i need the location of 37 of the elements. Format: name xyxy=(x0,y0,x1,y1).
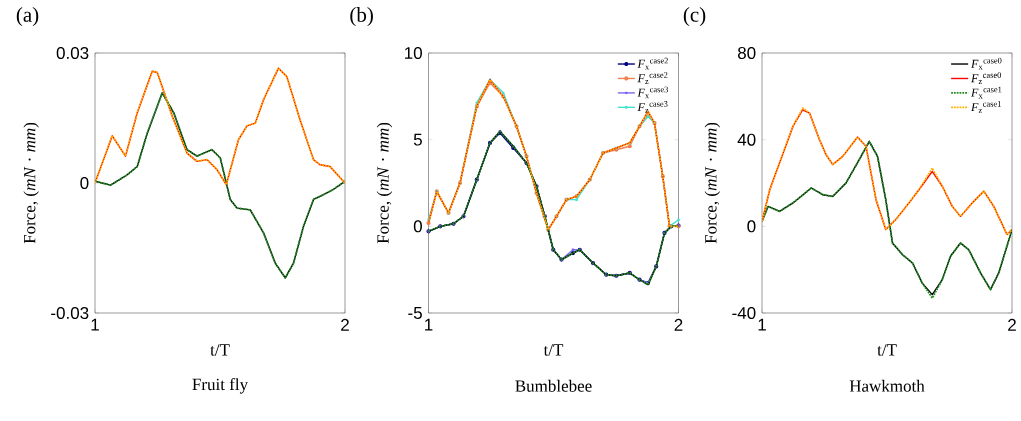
y-tick-label: -0.03 xyxy=(51,306,89,320)
y-tick-label: -5 xyxy=(408,307,422,319)
y-tick-label: 10 xyxy=(405,46,422,60)
text: Bumblebee xyxy=(515,379,592,392)
legend-label: F$_{x}$case0 xyxy=(970,57,1002,70)
legend-label: F$_{x}$case2 xyxy=(637,57,668,70)
x-tick-label: 2 xyxy=(1008,318,1016,331)
y-tick-label: 40 xyxy=(737,133,756,146)
x-tick-label: 2 xyxy=(341,318,349,331)
y-axis-title: Force, (mN · mm) xyxy=(23,122,39,244)
y-axis-title: Force, (mN · mm) xyxy=(704,122,721,244)
x-axis-title: t/T xyxy=(877,344,897,356)
y-tick-label: 5 xyxy=(413,133,422,146)
x-axis-title: t/T xyxy=(210,344,230,356)
y-tick-label: 80 xyxy=(737,46,756,60)
y-tick-label: -40 xyxy=(732,306,756,320)
y-axis-title: Force, (mN · mm) xyxy=(376,122,393,244)
legend-label: F$_{x}$case3 xyxy=(637,86,668,99)
legend-label: F$_{z}$case1 xyxy=(970,101,1001,113)
y-tick-label: 0.03 xyxy=(56,46,89,60)
y-tick-label: 0 xyxy=(747,220,756,233)
text: Hawkmoth xyxy=(849,379,925,392)
x-tick-label: 1 xyxy=(758,318,766,331)
y-tick-label: 0 xyxy=(80,176,89,190)
x-tick-label: 1 xyxy=(91,318,99,331)
legend-label: F$_{z}$case0 xyxy=(970,72,1002,84)
chart-title: (c) xyxy=(683,7,706,27)
legend-label: F$_{x}$case1 xyxy=(970,86,1002,99)
chart-title: (b) xyxy=(350,7,373,27)
text: Fruit fly xyxy=(192,377,249,394)
legend-label: F$_{z}$case3 xyxy=(637,101,668,113)
x-tick-label: 1 xyxy=(425,318,433,331)
x-axis-title: t/T xyxy=(543,344,564,356)
chart-title: (a) xyxy=(16,7,39,27)
legend-label: F$_{z}$case2 xyxy=(637,72,668,84)
x-tick-label: 2 xyxy=(674,318,683,331)
y-tick-label: 0 xyxy=(413,220,422,233)
